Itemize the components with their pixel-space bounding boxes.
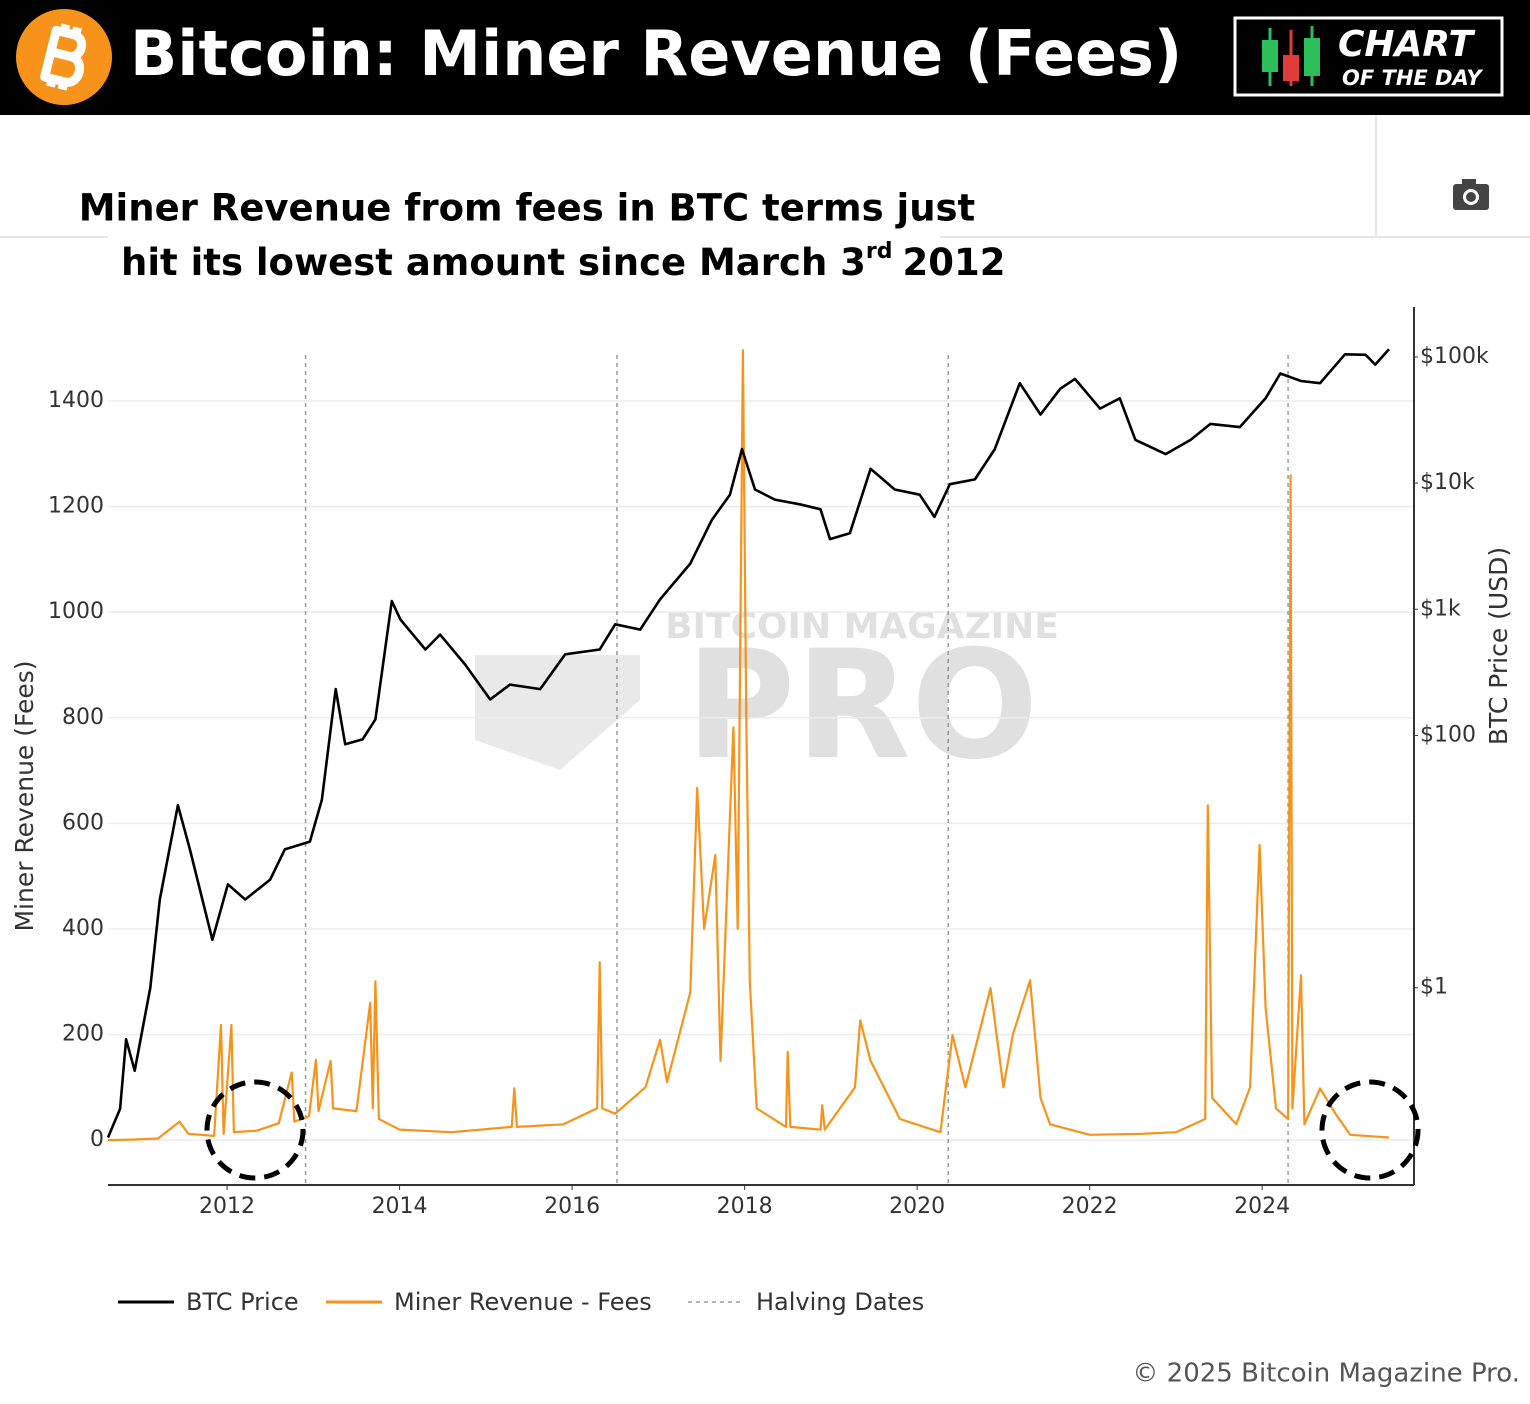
camera-icon[interactable]	[1453, 179, 1489, 210]
plot: 0 200 400 600 800 1000 1200 1400 $1 $100 $1k $10k $1…	[10, 307, 1513, 1316]
y-tick-label: 0	[90, 1127, 104, 1152]
x-tick-label: 2020	[889, 1194, 945, 1219]
subtitle-box	[108, 180, 940, 290]
badge-bottom: OF THE DAY	[1342, 66, 1483, 90]
y2-tick-label: $100k	[1420, 344, 1489, 369]
badge-top: CHART	[1338, 24, 1476, 65]
legend-label: BTC Price	[186, 1288, 299, 1316]
x-tick-label: 2012	[199, 1194, 255, 1219]
subtitle-sup: rd	[866, 239, 893, 264]
bitcoin-logo	[16, 9, 112, 105]
highlight-circle	[204, 1079, 306, 1181]
y-axis-title: Miner Revenue (Fees)	[10, 660, 39, 931]
x-tick-label: 2014	[372, 1194, 428, 1219]
y-tick-label: 600	[62, 810, 104, 835]
y-tick-label: 200	[62, 1022, 104, 1047]
y2-tick-label: $1	[1420, 975, 1448, 1000]
subtitle-line: Miner Revenue from fees in BTC terms jus…	[79, 187, 976, 230]
y2-tick-label: $1k	[1420, 596, 1461, 621]
y-tick-label: 400	[62, 916, 104, 941]
watermark: BITCOIN MAGAZINE PRO	[475, 606, 1059, 793]
y2-tick-label: $100	[1420, 722, 1476, 747]
y2-axis-title: BTC Price (USD)	[1484, 547, 1513, 745]
legend-label: Halving Dates	[756, 1288, 924, 1316]
x-tick-label: 2018	[717, 1194, 773, 1219]
header-title: Bitcoin: Miner Revenue (Fees)	[130, 17, 1182, 90]
y-tick-label: 800	[62, 705, 104, 730]
copyright: © 2025 Bitcoin Magazine Pro.	[1132, 1359, 1520, 1389]
x-tick-label: 2022	[1062, 1194, 1118, 1219]
subtitle-text: 2012	[903, 241, 1006, 284]
y-tick-label: 1000	[48, 599, 104, 624]
watermark-text: PRO	[686, 619, 1039, 793]
y-tick-label: 1400	[48, 388, 104, 413]
legend-label: Miner Revenue - Fees	[394, 1288, 652, 1316]
chart-of-the-day-badge: CHART OF THE DAY	[1233, 16, 1504, 97]
y-tick-label: 1200	[48, 494, 104, 519]
highlight-circle	[1319, 1079, 1421, 1181]
series-line	[106, 348, 1390, 1139]
x-tick-label: 2016	[544, 1194, 600, 1219]
series-line	[107, 349, 1390, 1142]
x-tick-label: 2024	[1234, 1194, 1290, 1219]
subtitle-line: hit its lowest amount since March 3rd 201…	[121, 239, 1006, 284]
subtitle-text: hit its lowest amount since March 3	[121, 241, 866, 284]
y2-tick-label: $10k	[1420, 470, 1475, 495]
